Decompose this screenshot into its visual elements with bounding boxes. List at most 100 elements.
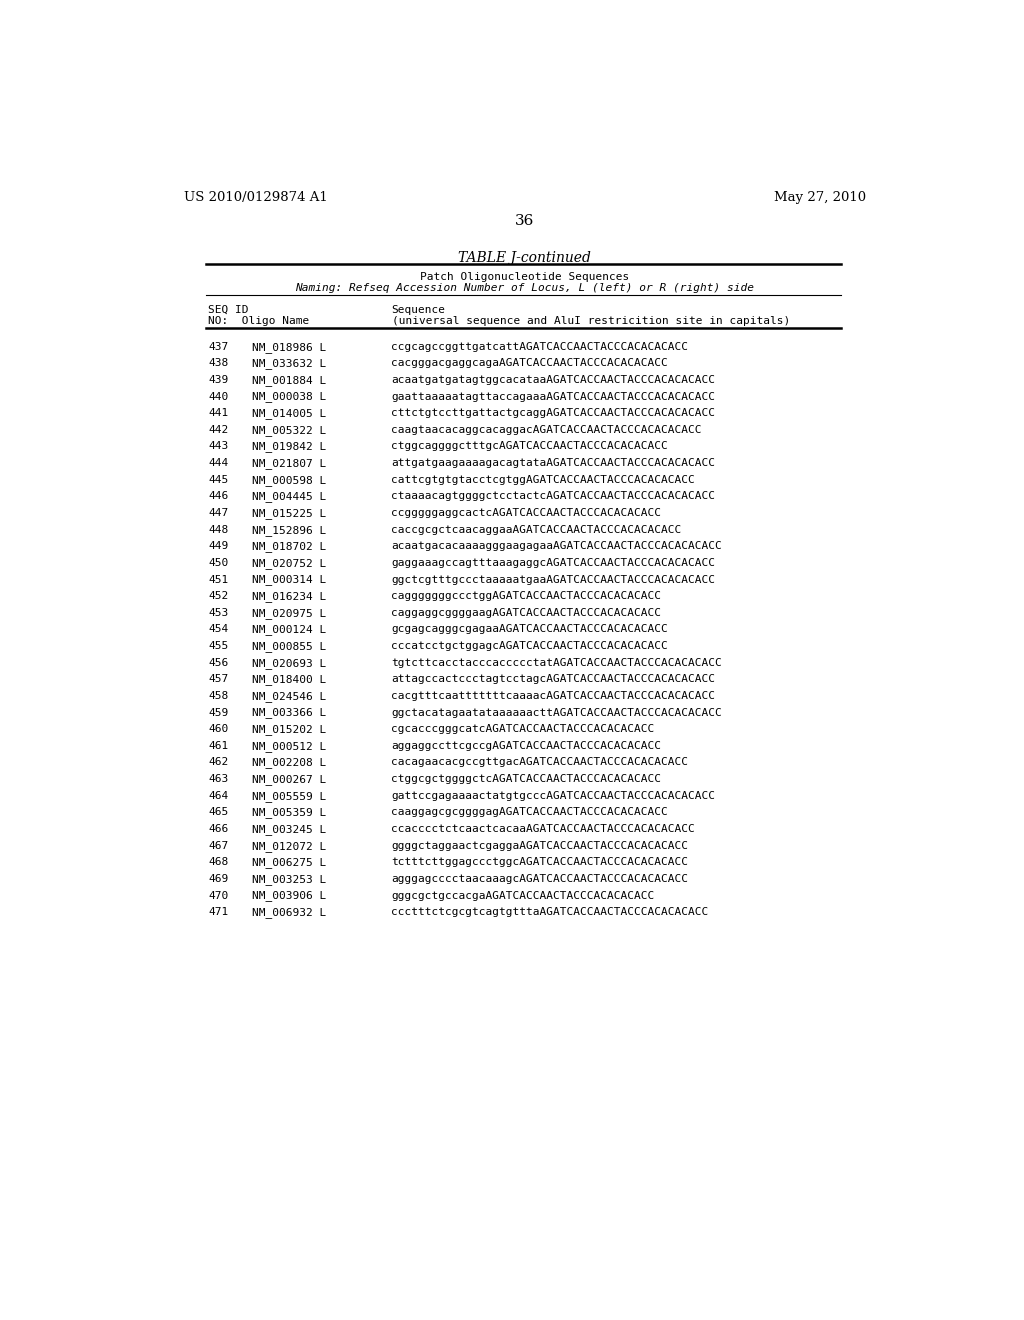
Text: cacagaacacgccgttgacAGATCACCAACTACCCACACACАCC: cacagaacacgccgttgacAGATCACCAACTACCCACACA… <box>391 758 688 767</box>
Text: 458: 458 <box>209 690 228 701</box>
Text: NM_000855 L: NM_000855 L <box>252 642 327 652</box>
Text: 463: 463 <box>209 774 228 784</box>
Text: Naming: Refseq Accession Number of Locus, L (left) or R (right) side: Naming: Refseq Accession Number of Locus… <box>295 284 755 293</box>
Text: 466: 466 <box>209 824 228 834</box>
Text: NM_018986 L: NM_018986 L <box>252 342 327 352</box>
Text: ggggctaggaactcgaggaAGATCACCAACTACCCACACACАCC: ggggctaggaactcgaggaAGATCACCAACTACCCACACA… <box>391 841 688 850</box>
Text: NM_006932 L: NM_006932 L <box>252 907 327 917</box>
Text: caccgcgctcaacaggaaAGATCACCAACTACCCACACACАCC: caccgcgctcaacaggaaAGATCACCAACTACCCACACAC… <box>391 524 682 535</box>
Text: TABLE J-continued: TABLE J-continued <box>459 251 591 265</box>
Text: 457: 457 <box>209 675 228 684</box>
Text: 460: 460 <box>209 725 228 734</box>
Text: ctggcaggggctttgcAGATCACCAACTACCCACACACАCC: ctggcaggggctttgcAGATCACCAACTACCCACACACАC… <box>391 441 669 451</box>
Text: 438: 438 <box>209 358 228 368</box>
Text: 437: 437 <box>209 342 228 351</box>
Text: NM_020693 L: NM_020693 L <box>252 657 327 668</box>
Text: NM_006275 L: NM_006275 L <box>252 857 327 869</box>
Text: 455: 455 <box>209 642 228 651</box>
Text: NM_001884 L: NM_001884 L <box>252 375 327 385</box>
Text: NM_016234 L: NM_016234 L <box>252 591 327 602</box>
Text: acaatgatgatagtggcacataaAGATCACCAACTACCCACACACАCC: acaatgatgatagtggcacataaAGATCACCAACTACCCA… <box>391 375 716 385</box>
Text: NM_003906 L: NM_003906 L <box>252 891 327 902</box>
Text: NM_003253 L: NM_003253 L <box>252 874 327 884</box>
Text: NM_014005 L: NM_014005 L <box>252 408 327 418</box>
Text: NM_000512 L: NM_000512 L <box>252 741 327 751</box>
Text: tgtcttcacctacccaccccctatAGATCACCAACTACCCACACACАCC: tgtcttcacctacccaccccctatAGATCACCAACTACCC… <box>391 657 722 668</box>
Text: NO:  Oligo Name: NO: Oligo Name <box>208 317 309 326</box>
Text: NM_005559 L: NM_005559 L <box>252 791 327 801</box>
Text: NM_003366 L: NM_003366 L <box>252 708 327 718</box>
Text: NM_005322 L: NM_005322 L <box>252 425 327 436</box>
Text: Sequence: Sequence <box>391 305 445 314</box>
Text: ccacccctctcaactcacaaAGATCACCAACTACCCACACACАCC: ccacccctctcaactcacaaAGATCACCAACTACCCACAC… <box>391 824 695 834</box>
Text: NM_000598 L: NM_000598 L <box>252 475 327 486</box>
Text: 440: 440 <box>209 392 228 401</box>
Text: NM_018702 L: NM_018702 L <box>252 541 327 552</box>
Text: 456: 456 <box>209 657 228 668</box>
Text: ggctcgtttgccctaaaaatgaaAGATCACCAACTACCCACACACАCC: ggctcgtttgccctaaaaatgaaAGATCACCAACTACCCA… <box>391 574 716 585</box>
Text: gattccgagaaaactatgtgcccAGATCACCAACTACCCACACACАCC: gattccgagaaaactatgtgcccAGATCACCAACTACCCA… <box>391 791 716 801</box>
Text: NM_002208 L: NM_002208 L <box>252 758 327 768</box>
Text: May 27, 2010: May 27, 2010 <box>774 191 866 203</box>
Text: caagtaacacaggcacaggacAGATCACCAACTACCCACACACАCC: caagtaacacaggcacaggacAGATCACCAACTACCCACA… <box>391 425 702 434</box>
Text: 443: 443 <box>209 441 228 451</box>
Text: cattcgtgtgtacctcgtggAGATCACCAACTACCCACACACАCC: cattcgtgtgtacctcgtggAGATCACCAACTACCCACAC… <box>391 475 695 484</box>
Text: 439: 439 <box>209 375 228 385</box>
Text: NM_018400 L: NM_018400 L <box>252 675 327 685</box>
Text: cgcacccgggcatcAGATCACCAACTACCCACACACАCC: cgcacccgggcatcAGATCACCAACTACCCACACACАCC <box>391 725 654 734</box>
Text: acaatgacacaaaagggaagagaaAGATCACCAACTACCCACACACАCC: acaatgacacaaaagggaagagaaAGATCACCAACTACCC… <box>391 541 722 552</box>
Text: ccctttctcgcgtcagtgtttaAGATCACCAACTACCCACACACАCC: ccctttctcgcgtcagtgtttaAGATCACCAACTACCCAC… <box>391 907 709 917</box>
Text: gaggaaagccagtttaaagaggcAGATCACCAACTACCCACACACАCC: gaggaaagccagtttaaagaggcAGATCACCAACTACCCA… <box>391 558 716 568</box>
Text: 451: 451 <box>209 574 228 585</box>
Text: 459: 459 <box>209 708 228 718</box>
Text: 461: 461 <box>209 741 228 751</box>
Text: NM_021807 L: NM_021807 L <box>252 458 327 469</box>
Text: NM_000124 L: NM_000124 L <box>252 624 327 635</box>
Text: 471: 471 <box>209 907 228 917</box>
Text: NM_024546 L: NM_024546 L <box>252 690 327 702</box>
Text: cacgggacgaggcagaAGATCACCAACTACCCACACACАCC: cacgggacgaggcagaAGATCACCAACTACCCACACACАC… <box>391 358 669 368</box>
Text: caaggagcgcggggagAGATCACCAACTACCCACACACАCC: caaggagcgcggggagAGATCACCAACTACCCACACACАC… <box>391 808 669 817</box>
Text: 450: 450 <box>209 558 228 568</box>
Text: 464: 464 <box>209 791 228 801</box>
Text: tctttcttggagccctggcAGATCACCAACTACCCACACACАCC: tctttcttggagccctggcAGATCACCAACTACCCACACA… <box>391 857 688 867</box>
Text: NM_033632 L: NM_033632 L <box>252 358 327 370</box>
Text: ggctacatagaatataaaaaacttAGATCACCAACTACCCACACACАCC: ggctacatagaatataaaaaacttAGATCACCAACTACCC… <box>391 708 722 718</box>
Text: cttctgtccttgattactgcaggAGATCACCAACTACCCACACACАCC: cttctgtccttgattactgcaggAGATCACCAACTACCCA… <box>391 408 716 418</box>
Text: 453: 453 <box>209 607 228 618</box>
Text: ctaaaacagtggggctcctactcAGATCACCAACTACCCACACACАCC: ctaaaacagtggggctcctactcAGATCACCAACTACCCA… <box>391 491 716 502</box>
Text: 467: 467 <box>209 841 228 850</box>
Text: ccgcagccggttgatcattAGATCACCAACTACCCACACACАCC: ccgcagccggttgatcattAGATCACCAACTACCCACACA… <box>391 342 688 351</box>
Text: US 2010/0129874 A1: US 2010/0129874 A1 <box>183 191 328 203</box>
Text: cccatcctgctggagcAGATCACCAACTACCCACACACАCC: cccatcctgctggagcAGATCACCAACTACCCACACACАC… <box>391 642 669 651</box>
Text: gcgagcagggcgagaaAGATCACCAACTACCCACACACАCC: gcgagcagggcgagaaAGATCACCAACTACCCACACACАC… <box>391 624 669 635</box>
Text: NM_005359 L: NM_005359 L <box>252 808 327 818</box>
Text: NM_000267 L: NM_000267 L <box>252 774 327 785</box>
Text: cagggggggccctggAGATCACCAACTACCCACACACАCC: cagggggggccctggAGATCACCAACTACCCACACACАCC <box>391 591 662 601</box>
Text: NM_020752 L: NM_020752 L <box>252 558 327 569</box>
Text: 452: 452 <box>209 591 228 601</box>
Text: 462: 462 <box>209 758 228 767</box>
Text: caggaggcggggaagAGATCACCAACTACCCACACACАCC: caggaggcggggaagAGATCACCAACTACCCACACACАCC <box>391 607 662 618</box>
Text: NM_003245 L: NM_003245 L <box>252 824 327 834</box>
Text: ctggcgctggggctcAGATCACCAACTACCCACACACАCC: ctggcgctggggctcAGATCACCAACTACCCACACACАCC <box>391 774 662 784</box>
Text: aggaggccttcgccgAGATCACCAACTACCCACACACАCC: aggaggccttcgccgAGATCACCAACTACCCACACACАCC <box>391 741 662 751</box>
Text: 442: 442 <box>209 425 228 434</box>
Text: NM_019842 L: NM_019842 L <box>252 441 327 453</box>
Text: attagccactccctagtcctagcAGATCACCAACTACCCACACACАCC: attagccactccctagtcctagcAGATCACCAACTACCCA… <box>391 675 716 684</box>
Text: NM_012072 L: NM_012072 L <box>252 841 327 851</box>
Text: NM_000038 L: NM_000038 L <box>252 392 327 403</box>
Text: 465: 465 <box>209 808 228 817</box>
Text: 444: 444 <box>209 458 228 469</box>
Text: NM_015202 L: NM_015202 L <box>252 725 327 735</box>
Text: 445: 445 <box>209 475 228 484</box>
Text: 36: 36 <box>515 214 535 228</box>
Text: NM_015225 L: NM_015225 L <box>252 508 327 519</box>
Text: agggagcccctaacaaagcAGATCACCAACTACCCACACACАCC: agggagcccctaacaaagcAGATCACCAACTACCCACACA… <box>391 874 688 884</box>
Text: gggcgctgccacgaAGATCACCAACTACCCACACACАCC: gggcgctgccacgaAGATCACCAACTACCCACACACАCC <box>391 891 654 900</box>
Text: 468: 468 <box>209 857 228 867</box>
Text: 449: 449 <box>209 541 228 552</box>
Text: NM_004445 L: NM_004445 L <box>252 491 327 502</box>
Text: NM_000314 L: NM_000314 L <box>252 574 327 585</box>
Text: gaattaaaaatagttaccagaaaAGATCACCAACTACCCACACACАCC: gaattaaaaatagttaccagaaaAGATCACCAACTACCCA… <box>391 392 716 401</box>
